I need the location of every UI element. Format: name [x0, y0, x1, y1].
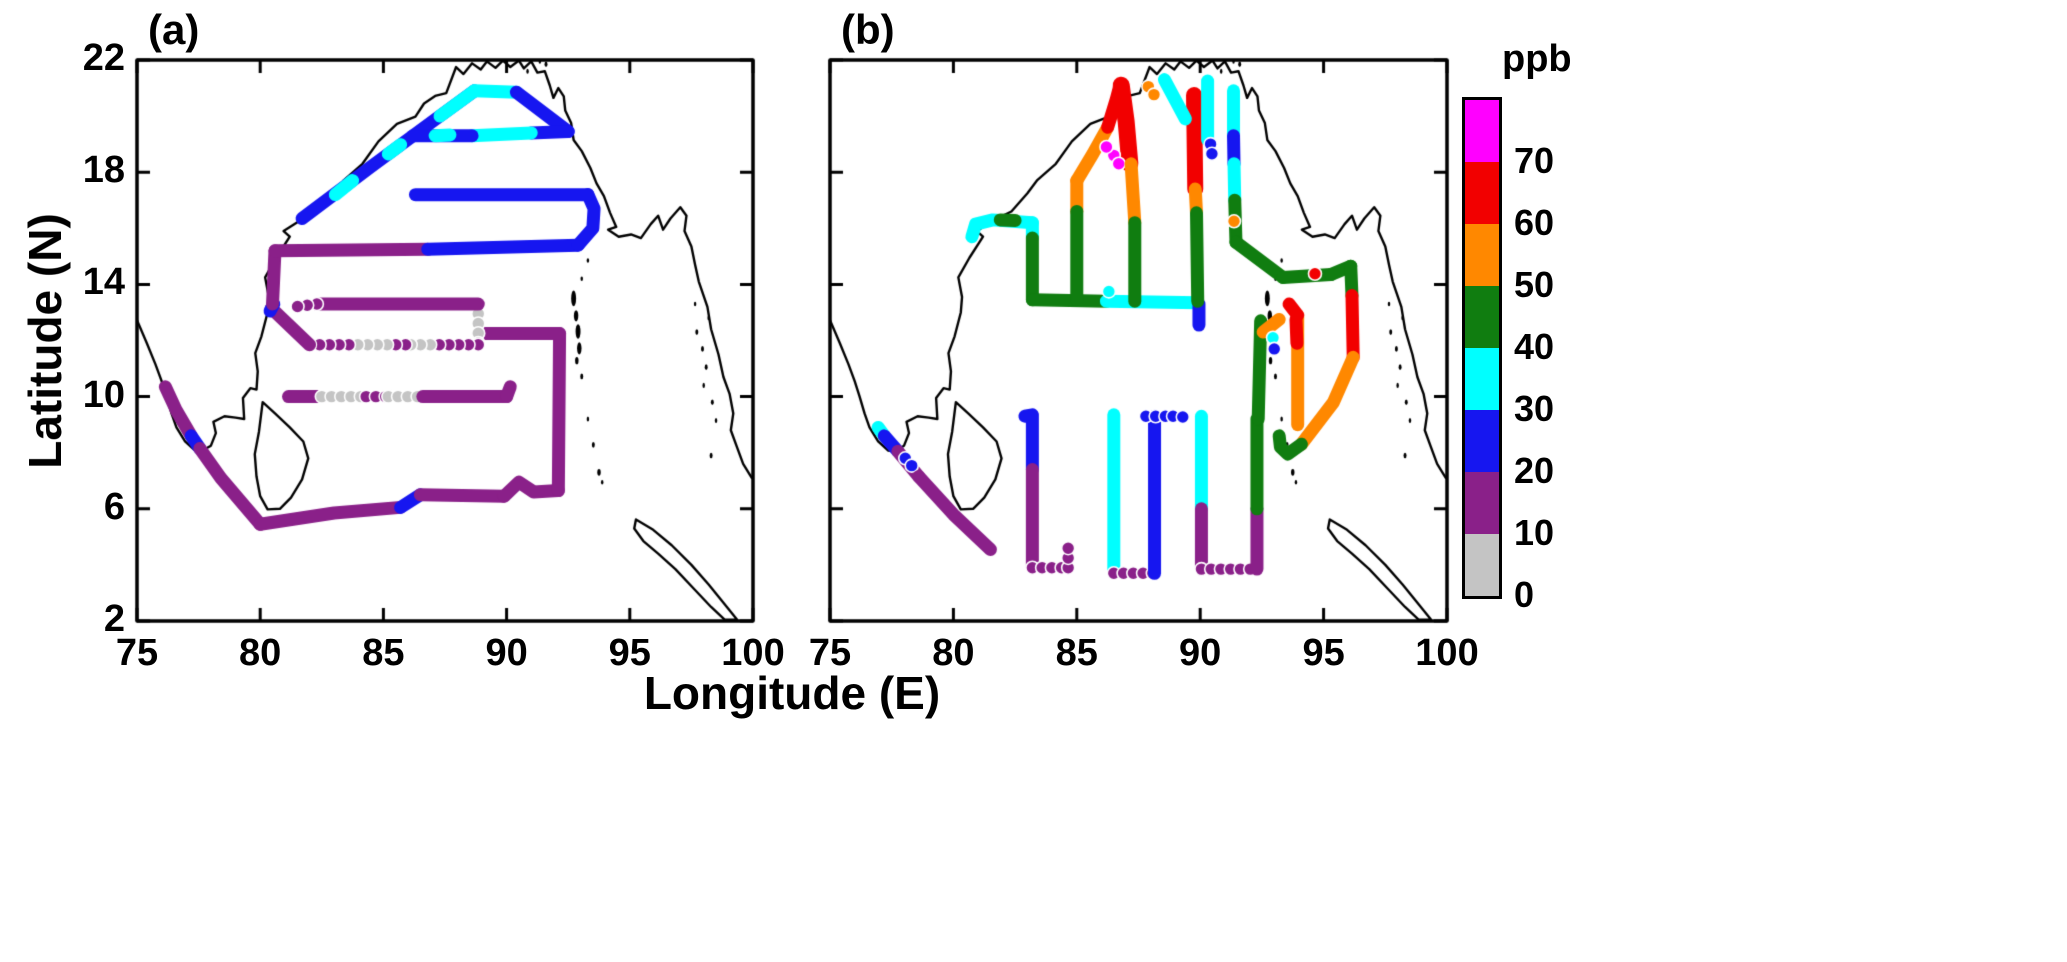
colorbar-unit-label: ppb: [1502, 38, 1572, 80]
y-tick-label: 6: [103, 485, 125, 528]
x-tick-label: 100: [721, 632, 785, 674]
colorbar-segment-gray: [1465, 534, 1499, 596]
colorbar-tick-label: 40: [1514, 326, 1555, 367]
x-tick-label: 95: [1302, 632, 1345, 674]
panel-b-label: (b): [841, 6, 895, 53]
colorbar-tick-label: 70: [1514, 140, 1555, 181]
x-tick-label: 90: [485, 632, 528, 674]
colorbar-segment-purple: [1465, 472, 1499, 534]
x-tick-label: 80: [239, 632, 282, 674]
x-tick-label: 75: [808, 632, 852, 674]
colorbar-tick-label: 20: [1514, 450, 1555, 491]
colorbar: [1462, 97, 1502, 599]
y-tick-label: 10: [82, 373, 125, 416]
y-tick-label: 18: [82, 149, 125, 192]
x-tick-label: 95: [608, 632, 651, 674]
y-axis-title-text: Latitude (N): [19, 213, 71, 469]
x-tick-label: 85: [362, 632, 405, 674]
colorbar-segment-red: [1465, 162, 1499, 224]
colorbar-segment-magenta: [1465, 100, 1499, 162]
x-tick-label: 90: [1179, 632, 1222, 674]
colorbar-tick-label: 0: [1514, 574, 1535, 615]
colorbar-tick-label: 10: [1514, 512, 1555, 553]
x-tick-label: 85: [1055, 632, 1098, 674]
colorbar-segment-blue: [1465, 410, 1499, 472]
y-tick-label: 14: [82, 261, 125, 304]
colorbar-segment-cyan: [1465, 348, 1499, 410]
colorbar-segment-orange: [1465, 224, 1499, 286]
colorbar-tick-label: 50: [1514, 264, 1555, 305]
x-tick-label: 75: [115, 632, 159, 674]
colorbar-segment-green: [1465, 286, 1499, 348]
x-tick-label: 80: [932, 632, 975, 674]
colorbar-tick-label: 60: [1514, 202, 1555, 243]
x-axis-title: Longitude (E): [643, 667, 941, 719]
y-tick-label: 22: [82, 37, 125, 79]
panel-a-label: (a): [148, 6, 200, 53]
y-tick-label: 2: [103, 598, 125, 640]
x-tick-label: 100: [1415, 632, 1479, 674]
colorbar-tick-label: 30: [1514, 388, 1555, 429]
